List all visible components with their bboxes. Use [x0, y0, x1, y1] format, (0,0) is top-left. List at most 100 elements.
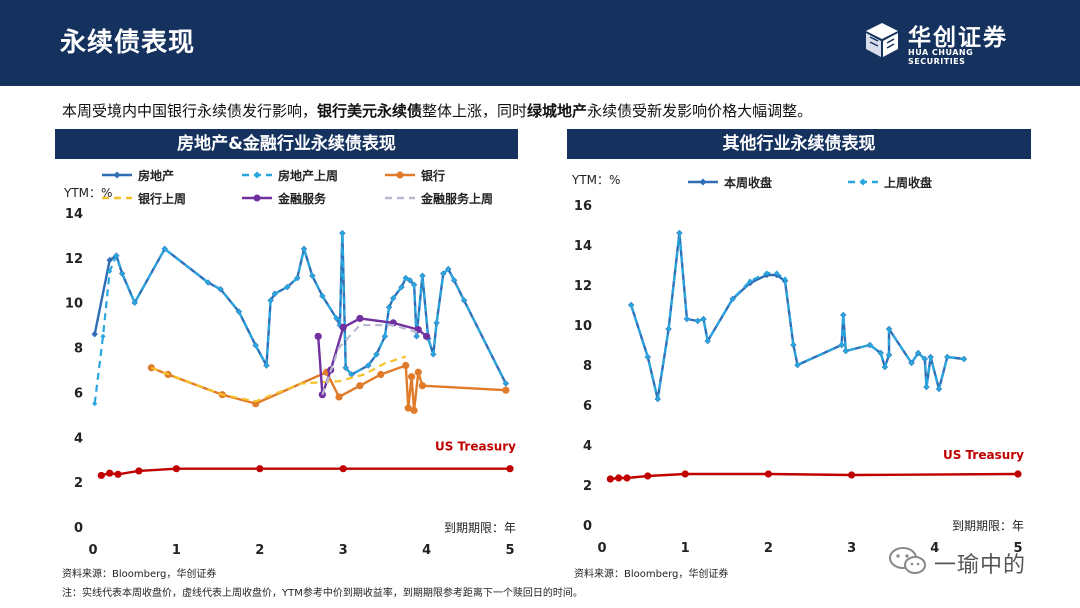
series-line-3 [151, 355, 407, 403]
series-1-point-9 [730, 296, 736, 302]
x-axis-label: 到期期限：年 [952, 519, 1024, 533]
series-0-point-1 [106, 256, 113, 264]
series-1-point-24 [908, 360, 915, 366]
wechat-icon [889, 547, 926, 574]
series-1-point-15 [794, 362, 801, 368]
series-1-point-14 [790, 342, 796, 348]
x-tick-label-4: 4 [930, 541, 939, 556]
series-1-point-39 [445, 266, 451, 272]
series-1-point-11 [764, 270, 770, 276]
series-1-point-3 [113, 253, 119, 259]
series-1-point-26 [922, 356, 928, 362]
page-title: 永续债表现 [60, 28, 196, 58]
series-1-point-37 [434, 320, 440, 326]
series-2-point-1 [615, 474, 623, 482]
logo-chinese-name: 华创证券 [908, 25, 1008, 51]
series-1-point-36 [430, 351, 436, 357]
legend-label-5: 金融服务上周 [420, 191, 493, 206]
series-1-point-11 [263, 362, 270, 369]
legend-item-0: 房地产 [102, 168, 174, 183]
series-1-point-20 [878, 350, 884, 356]
series-1-point-4 [676, 230, 682, 236]
series-line-1 [628, 230, 967, 402]
legend-marker-1 [253, 171, 261, 179]
series-6-point-1 [106, 469, 114, 477]
series-1-point-38 [440, 270, 446, 277]
y-tick-label-6: 6 [74, 386, 83, 401]
series-1-point-2 [655, 396, 661, 402]
y-axis-label: YTM：% [63, 186, 112, 200]
left-panel-title: 房地产&金融行业永续债表现 [55, 129, 518, 159]
series-4-point-4 [356, 314, 364, 323]
right-source-text: 资料来源：Bloomberg，华创证券 [574, 569, 729, 580]
legend-label-0: 本周收盘 [724, 175, 772, 190]
series-2-point-8 [402, 361, 410, 370]
series-1-point-0 [628, 302, 634, 308]
series-1-point-12 [774, 270, 780, 276]
series-2-point-5 [335, 393, 343, 401]
legend-item-4: 金融服务 [242, 191, 327, 206]
legend-item-2: 银行 [385, 168, 445, 183]
series-1-point-21 [882, 364, 888, 370]
y-tick-label-0: 0 [74, 521, 83, 536]
series-2-point-0 [606, 475, 614, 483]
series-line-5 [321, 324, 423, 396]
footnote-text: 注：实线代表本周收盘价，虚线代表上周收盘价，YTM参考中价到期收益率，到期期限参… [62, 588, 583, 599]
series-2-point-7 [377, 370, 385, 379]
series-1-point-18 [319, 293, 325, 299]
series-1-point-32 [411, 282, 417, 288]
series-1-point-16 [839, 342, 845, 348]
series-1-point-5 [132, 300, 138, 306]
y-tick-label-12: 12 [65, 252, 83, 267]
series-1-point-23 [886, 326, 892, 332]
y-tick-label-2: 2 [74, 476, 83, 491]
series-line-6 [97, 465, 514, 480]
series-1-point-25 [915, 350, 921, 356]
legend-label-3: 银行上周 [138, 191, 186, 206]
y-tick-label-14: 14 [574, 239, 592, 254]
series-1-point-10 [253, 342, 259, 348]
series-1-point-16 [301, 246, 307, 252]
legend: 本周收盘 上周收盘 [688, 175, 932, 190]
legend-marker-0 [113, 171, 121, 179]
series-1-point-5 [684, 316, 690, 322]
series-path-5 [321, 324, 423, 396]
series-2-point-4 [681, 470, 689, 478]
series-1-point-1 [645, 354, 651, 360]
series-1-point-19 [333, 315, 340, 322]
series-1-point-25 [373, 351, 380, 357]
left-source-text: 资料来源：Bloomberg，华创证券 [62, 569, 217, 580]
y-tick-label-4: 4 [583, 439, 592, 454]
legend-marker-0 [699, 178, 707, 186]
y-tick-label-14: 14 [65, 207, 83, 222]
series-1-point-13 [782, 276, 788, 282]
us-treasury-annotation: US Treasury [943, 448, 1024, 462]
summary-bold-2: 绿城地产 [527, 102, 588, 120]
legend-item-1: 上周收盘 [848, 175, 932, 190]
summary-bold-1: 银行美元永续债 [317, 102, 423, 120]
legend-label-0: 房地产 [138, 168, 174, 183]
series-1-point-4 [119, 270, 125, 277]
legend-marker-1 [859, 178, 867, 186]
legend-label-1: 房地产上周 [278, 168, 338, 183]
series-1-point-30 [944, 354, 950, 360]
legend-label-1: 上周收盘 [884, 175, 932, 190]
y-tick-label-2: 2 [583, 479, 592, 494]
series-6-point-5 [256, 465, 264, 473]
header-bar: 永续债表现 华创证券 HUA CHUANG SECURITIES [0, 0, 1080, 86]
y-tick-label-0: 0 [583, 519, 592, 534]
x-axis-label: 到期期限：年 [444, 521, 516, 535]
series-1-point-20 [337, 322, 343, 328]
series-6-point-7 [506, 465, 514, 473]
series-4-point-7 [423, 332, 431, 340]
legend-label-4: 金融服务 [277, 191, 327, 206]
series-1-point-6 [162, 246, 168, 252]
series-1-point-6 [695, 318, 701, 324]
y-tick-label-4: 4 [74, 431, 83, 446]
legend-label-2: 银行 [421, 168, 445, 183]
series-2-point-5 [764, 470, 773, 478]
x-tick-label-3: 3 [339, 543, 348, 558]
legend-marker-2 [396, 171, 404, 179]
